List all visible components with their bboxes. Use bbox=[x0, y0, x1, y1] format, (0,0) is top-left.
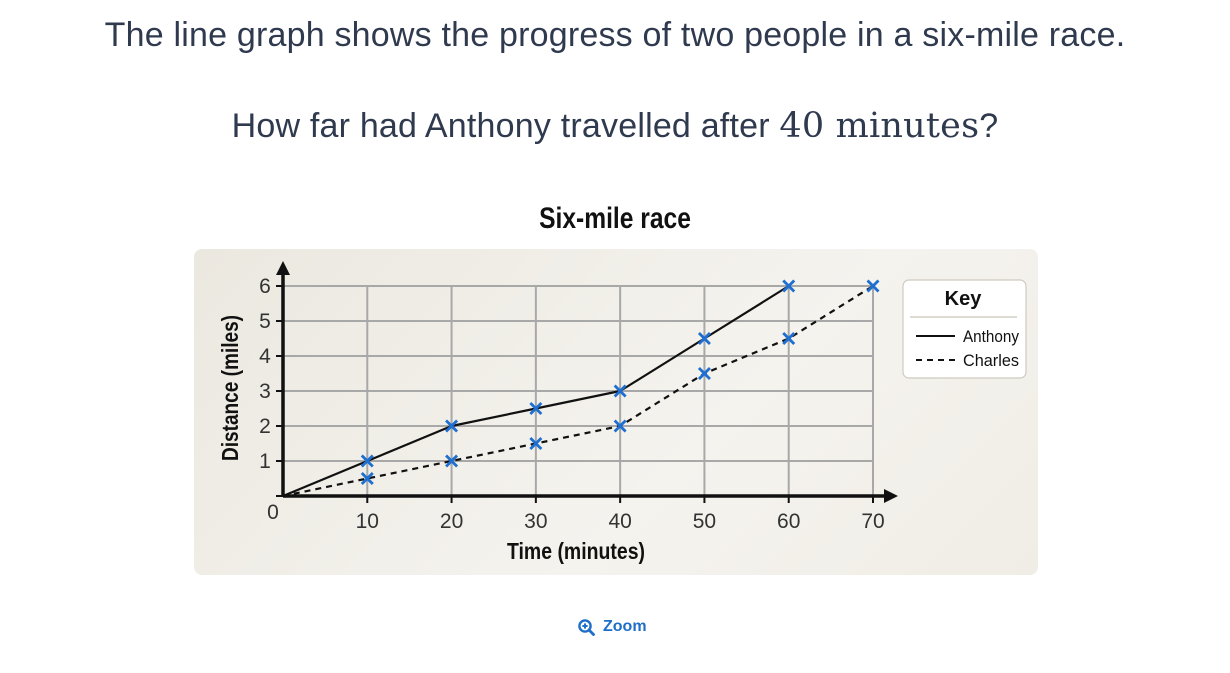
marker-stroke bbox=[529, 402, 543, 415]
data-point-anthony bbox=[445, 419, 459, 433]
marker-stroke bbox=[697, 332, 711, 345]
data-point-charles bbox=[613, 419, 627, 433]
x-tick-label: 70 bbox=[861, 510, 884, 533]
marker-stroke bbox=[782, 279, 796, 293]
y-tick-label: 2 bbox=[259, 415, 271, 438]
question-suffix: ? bbox=[979, 107, 999, 145]
marker-stroke bbox=[445, 454, 459, 468]
data-point-anthony bbox=[697, 332, 711, 345]
x-tick-label: 40 bbox=[608, 510, 631, 533]
chart-title: Six-mile race bbox=[539, 202, 691, 235]
chart-panel bbox=[194, 249, 1038, 575]
x-axis-title: Time (minutes) bbox=[507, 538, 645, 564]
y-tick-label: 6 bbox=[259, 275, 271, 298]
data-point-charles bbox=[697, 367, 711, 380]
legend-label-charles: Charles bbox=[963, 351, 1019, 370]
question-line-2: How far had Anthony travelled after 40 m… bbox=[0, 106, 1230, 146]
data-point-charles bbox=[866, 279, 880, 293]
question-text: How far had Anthony travelled after bbox=[231, 107, 780, 145]
legend-title: Key bbox=[945, 288, 983, 310]
marker-stroke bbox=[445, 419, 459, 433]
x-tick-label: 60 bbox=[777, 510, 800, 533]
marker-stroke bbox=[529, 437, 543, 450]
data-point-anthony bbox=[360, 454, 374, 468]
zoom-label: Zoom bbox=[603, 618, 647, 635]
legend-box bbox=[902, 279, 1027, 379]
x-axis-arrow bbox=[884, 489, 898, 503]
data-point-anthony bbox=[529, 402, 543, 415]
y-tick-label: 3 bbox=[259, 380, 271, 403]
legend-label-anthony: Anthony bbox=[963, 327, 1019, 346]
marker-stroke bbox=[697, 367, 711, 380]
x-tick-label: 30 bbox=[524, 510, 547, 533]
zoom-in-icon bbox=[578, 618, 595, 636]
data-point-charles bbox=[360, 472, 374, 485]
marker-stroke bbox=[782, 332, 796, 345]
x-tick-label: 20 bbox=[440, 510, 463, 533]
question-math: 40 minutes bbox=[779, 106, 980, 146]
y-axis-title: Distance (miles) bbox=[217, 315, 243, 461]
question-line-1: The line graph shows the progress of two… bbox=[104, 16, 1126, 54]
y-tick-label: 5 bbox=[259, 310, 271, 333]
marker-stroke bbox=[866, 279, 880, 293]
y-axis-arrow bbox=[276, 261, 290, 275]
marker-stroke bbox=[360, 454, 374, 468]
data-point-anthony bbox=[782, 279, 796, 293]
data-point-charles bbox=[529, 437, 543, 450]
data-point-anthony bbox=[613, 384, 627, 398]
marker-stroke bbox=[613, 384, 627, 398]
data-point-charles bbox=[445, 454, 459, 468]
series-line-charles bbox=[282, 285, 874, 498]
x-tick-label: 50 bbox=[693, 510, 716, 533]
y-tick-label: 4 bbox=[259, 345, 271, 368]
y-tick-label: 1 bbox=[259, 450, 271, 473]
data-point-charles bbox=[782, 332, 796, 345]
marker-stroke bbox=[360, 472, 374, 485]
origin-label: 0 bbox=[267, 501, 279, 524]
x-tick-label: 10 bbox=[356, 510, 379, 533]
marker-stroke bbox=[613, 419, 627, 433]
zoom-button[interactable]: Zoom bbox=[578, 616, 647, 638]
